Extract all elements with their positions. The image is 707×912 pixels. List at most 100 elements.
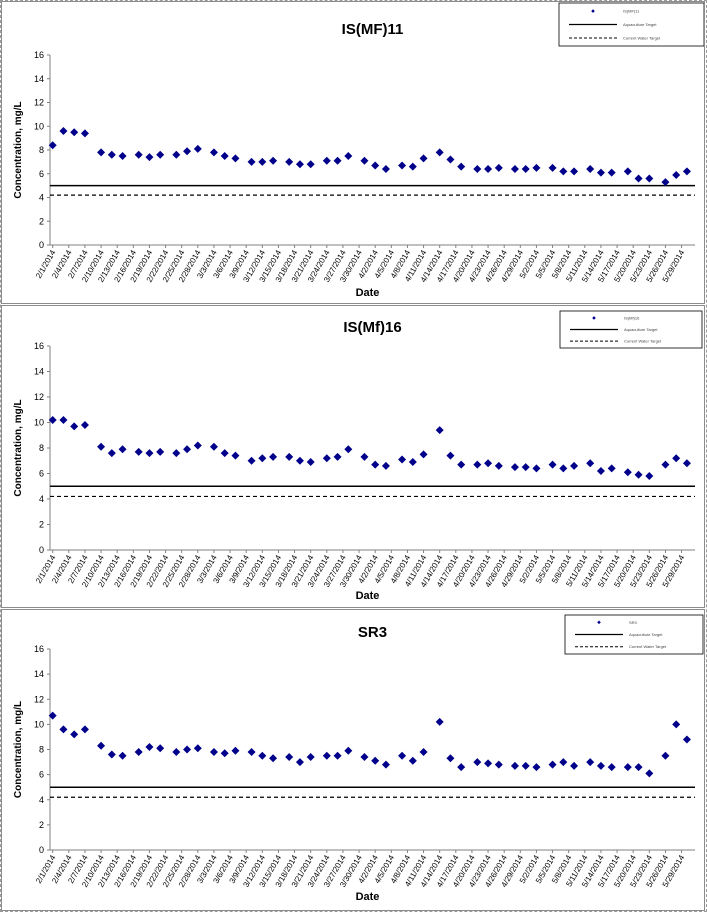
y-tick-label: 0	[39, 545, 44, 555]
data-point	[435, 717, 444, 726]
data-point	[457, 460, 466, 469]
y-tick-label: 14	[34, 669, 44, 679]
data-point	[484, 459, 493, 468]
data-point	[322, 751, 331, 760]
data-point	[220, 449, 229, 458]
data-point	[408, 162, 417, 171]
data-point	[494, 461, 503, 470]
legend-entry: Current Water Target	[624, 339, 662, 344]
data-point	[156, 447, 165, 456]
data-point	[295, 160, 304, 169]
data-point	[258, 454, 267, 463]
y-tick-label: 6	[39, 770, 44, 780]
data-point	[80, 725, 89, 734]
data-point	[172, 150, 181, 159]
data-point	[457, 763, 466, 772]
data-point	[172, 748, 181, 757]
y-tick-label: 16	[34, 341, 44, 351]
data-point	[258, 751, 267, 760]
data-point	[661, 178, 670, 187]
data-point	[295, 456, 304, 465]
data-point	[672, 454, 681, 463]
data-point	[607, 763, 616, 772]
x-axis-label: Date	[356, 891, 380, 903]
data-point	[247, 157, 256, 166]
data-point	[682, 735, 691, 744]
data-point	[70, 128, 79, 137]
data-point	[145, 153, 154, 162]
legend-entry: Current Water Target	[629, 644, 667, 649]
data-point	[183, 147, 192, 156]
data-point	[344, 746, 353, 755]
data-point	[457, 162, 466, 171]
data-point	[510, 761, 519, 770]
legend-marker	[591, 9, 595, 13]
data-point	[532, 163, 541, 172]
y-tick-label: 12	[34, 694, 44, 704]
data-point	[322, 156, 331, 165]
data-point	[672, 720, 681, 729]
data-point	[107, 449, 116, 458]
chart-title: IS(Mf)16	[343, 319, 401, 336]
data-point	[398, 161, 407, 170]
data-point	[661, 751, 670, 760]
data-point	[220, 749, 229, 758]
legend-marker	[597, 620, 601, 625]
data-point	[408, 458, 417, 467]
y-tick-label: 16	[34, 50, 44, 60]
data-point	[521, 761, 530, 770]
data-point	[570, 761, 579, 770]
chart-is-mf-11: IS(MF)11 0 2 4 6 8 10 12 14 16 Concentration, mg/L…	[13, 2, 704, 299]
y-tick-label: 4	[39, 795, 44, 805]
legend-entry: IS(MF)11	[623, 9, 640, 14]
data-point	[145, 449, 154, 458]
data-point	[80, 129, 89, 138]
chart-is-mf-16: IS(Mf)16 0 2 4 6 8 10 12 14 16 Concentration, mg/L…	[13, 310, 703, 602]
y-axis-label: Concentration, mg/L	[13, 701, 24, 798]
data-point	[97, 442, 106, 451]
y-tick-label: 4	[39, 494, 44, 504]
legend-entry: Current Water Target	[623, 35, 661, 40]
legend-entry: Aquaculture Target	[623, 22, 657, 27]
data-point	[586, 758, 595, 767]
data-point	[435, 426, 444, 435]
data-point	[156, 744, 165, 753]
data-point	[548, 163, 557, 172]
data-point	[97, 741, 106, 750]
data-point	[645, 472, 654, 481]
y-tick-label: 4	[39, 193, 44, 203]
data-point	[494, 163, 503, 172]
y-tick-label: 10	[34, 719, 44, 729]
data-point	[118, 151, 127, 160]
data-point	[521, 165, 530, 173]
data-point	[682, 167, 691, 176]
y-tick-label: 2	[39, 820, 44, 830]
data-point	[247, 456, 256, 465]
data-point	[510, 463, 519, 472]
chart-title: SR3	[358, 624, 387, 641]
y-tick-label: 10	[34, 121, 44, 131]
chart-panel-2: IS(Mf)16 0 2 4 6 8 10 12 14 16 Concentration, mg/L…	[1, 305, 705, 608]
data-point	[607, 464, 616, 473]
data-point	[306, 458, 315, 467]
data-point	[596, 168, 605, 177]
y-tick-label: 8	[39, 443, 44, 453]
data-point	[532, 763, 541, 772]
data-point	[570, 461, 579, 470]
data-point	[623, 763, 632, 772]
data-point	[682, 459, 691, 468]
y-tick-label: 6	[39, 469, 44, 479]
data-point	[360, 452, 369, 461]
data-point	[634, 174, 643, 183]
data-point	[333, 751, 342, 760]
data-point	[559, 464, 568, 473]
data-point	[419, 154, 428, 163]
legend-entry: SR3	[629, 620, 638, 625]
y-tick-label: 2	[39, 216, 44, 226]
data-point	[48, 415, 57, 424]
data-point	[306, 753, 315, 762]
data-point	[559, 167, 568, 176]
data-point	[209, 442, 218, 451]
y-tick-label: 0	[39, 845, 44, 855]
